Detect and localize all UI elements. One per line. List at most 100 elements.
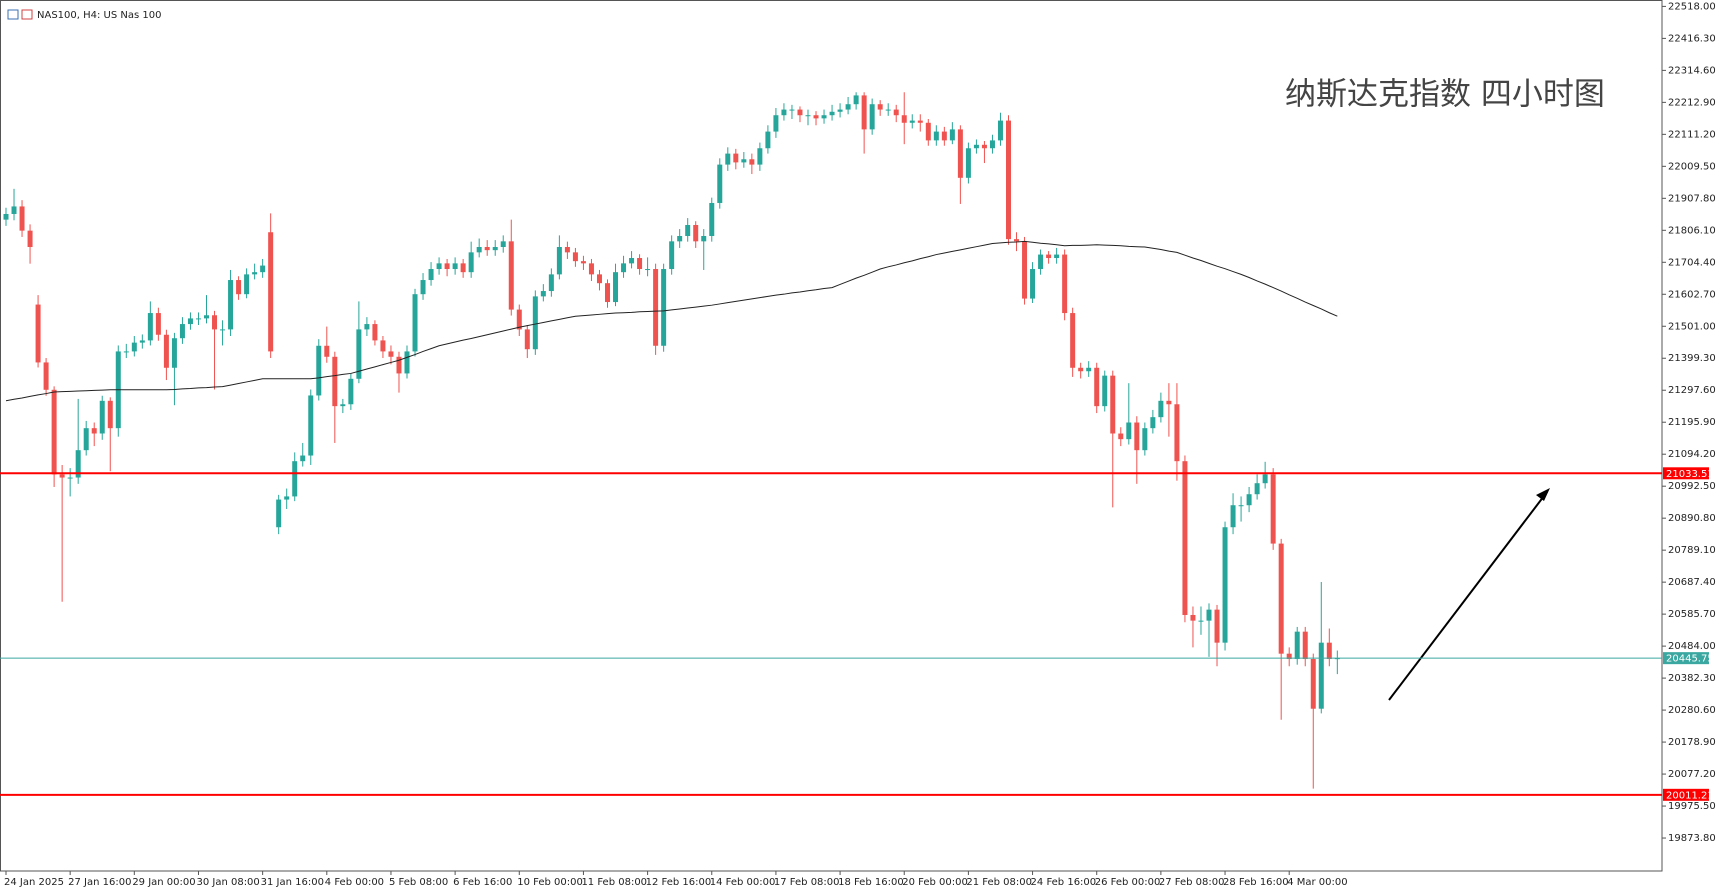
price-label-box [1663,788,1709,801]
x-tick-label: 14 Feb 00:00 [710,877,776,888]
x-tick-label: 28 Feb 16:00 [1223,877,1289,888]
x-tick-label: 11 Feb 08:00 [581,877,647,888]
candle-body [1182,461,1188,615]
candle-body [1030,269,1036,299]
candle-body [428,269,434,281]
candle-body [131,342,137,352]
candle-body [1142,428,1148,451]
x-tick-label: 5 Feb 08:00 [389,877,448,888]
candle-body [1270,474,1276,544]
candle-body [19,206,25,231]
y-tick-label: 20484.00 [1668,641,1716,652]
candle-body [853,95,859,105]
candle-body [781,109,787,116]
y-tick-label: 22314.60 [1668,65,1716,76]
candle-body [1246,494,1252,506]
candle-body [212,315,218,330]
candle-body [1262,474,1268,484]
x-tick-label: 21 Feb 08:00 [966,877,1032,888]
candle-body [997,120,1003,141]
y-tick-label: 22111.20 [1668,129,1716,140]
candle-body [629,258,635,264]
candle-body [973,144,979,149]
candle-body [444,263,450,270]
candle-body [396,356,402,374]
x-tick-label: 29 Jan 00:00 [132,877,195,888]
y-tick-label: 20382.30 [1668,673,1716,684]
candle-body [171,338,177,368]
candle-body [412,294,418,352]
candle-body [99,400,105,434]
candle-body [284,496,290,500]
candle-body [83,428,89,451]
candle-body [548,274,554,292]
candle-body [1286,653,1292,660]
price-label-box [1663,652,1709,665]
candle-body [981,144,987,149]
candle-body [580,261,586,264]
candle-body [372,324,378,341]
candle-body [749,159,755,165]
candle-body [605,283,610,303]
candle-body [155,313,161,335]
candle-body [204,315,209,319]
candle-body [308,395,314,456]
y-tick-label: 20789.10 [1668,545,1716,556]
candle-body [1118,433,1124,440]
candle-body [3,213,9,220]
candle-body [1206,609,1212,621]
candle-body [965,148,971,178]
candle-body [757,148,763,165]
candle-body [179,324,185,339]
x-tick-label: 12 Feb 16:00 [646,877,712,888]
icon [7,9,19,20]
candle-body [1054,254,1060,259]
x-tick-label: 10 Feb 00:00 [517,877,583,888]
candle-body [147,313,153,341]
moving-average [5,240,1338,402]
candle-body [789,109,795,111]
candle-body [1078,367,1084,372]
x-tick-label: 4 Mar 00:00 [1287,877,1347,888]
candle-body [139,340,145,343]
candle-body [524,329,530,350]
candle-body [1062,254,1068,314]
candle-body [893,109,899,116]
candle-body [564,247,570,253]
candle-body [1126,422,1132,440]
y-tick-label: 20992.50 [1668,481,1716,492]
candle-body [316,345,322,396]
y-tick-label: 20178.90 [1668,737,1716,748]
y-tick-label: 21399.30 [1668,353,1716,364]
candle-body [195,318,201,320]
y-tick-label: 21704.40 [1668,257,1716,268]
candle-body [837,109,843,112]
chart-title: NAS100, H4: US Nas 100 [37,10,161,21]
candle-body [1094,367,1100,407]
candle-body [1038,254,1044,270]
candle-body [1294,631,1300,660]
candle-body [621,263,627,273]
candle-body [869,104,875,130]
candle-body [1102,375,1108,407]
y-tick-label: 21195.90 [1668,417,1716,428]
candle-body [163,334,169,368]
candle-body [300,455,306,462]
x-tick-label: 30 Jan 08:00 [196,877,259,888]
candle-body [845,104,851,110]
candle-body [324,345,330,357]
candle-body [220,329,226,331]
y-tick-label: 21297.60 [1668,385,1716,396]
candle-body [516,309,522,330]
candle-body [380,340,386,352]
candle-body [236,280,242,295]
candle-body [532,296,538,350]
candle-body [388,351,394,357]
x-tick-label: 20 Feb 00:00 [902,877,968,888]
candle-body [11,206,17,214]
candle-body [1190,614,1196,621]
candle-body [67,477,73,479]
arrow [1388,488,1550,701]
